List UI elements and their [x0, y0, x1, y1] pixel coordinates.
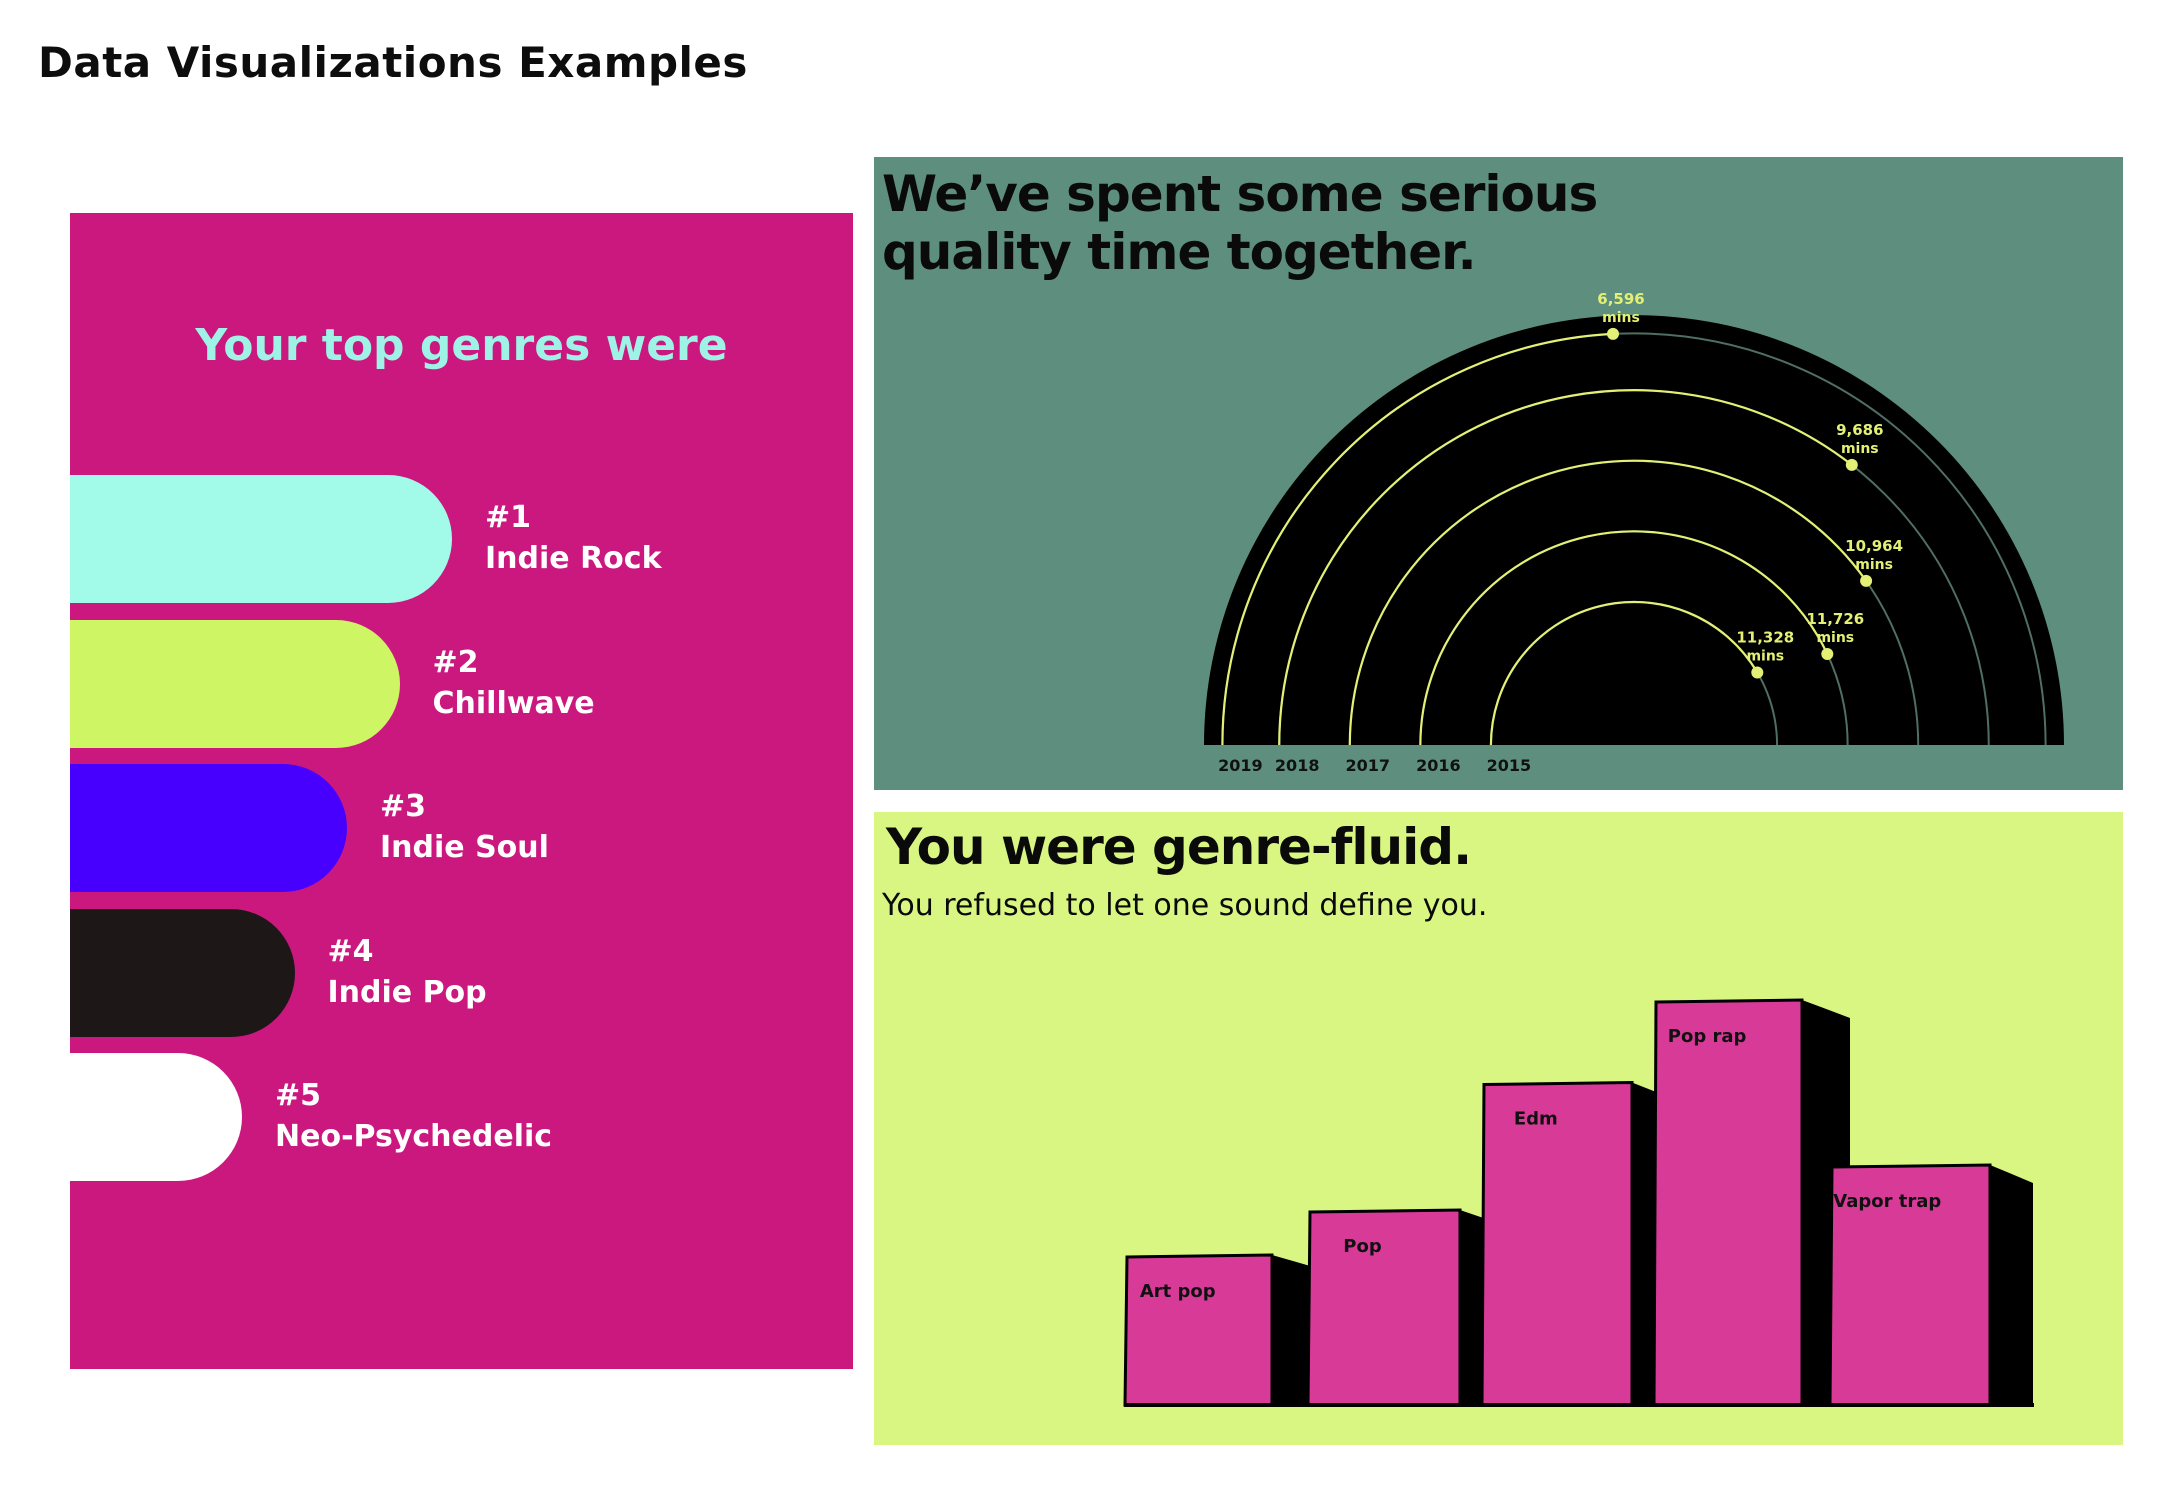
- bar-front: [1306, 1208, 1462, 1407]
- genre-rank: #2: [432, 644, 479, 680]
- unit-label: mins: [1855, 557, 1893, 573]
- unit-label: mins: [1746, 649, 1784, 665]
- title-line-2: quality time together.: [882, 223, 1477, 281]
- year-label: 2018: [1275, 756, 1320, 775]
- year-arc: [1278, 389, 1853, 746]
- rainbow-background: [1204, 315, 2064, 745]
- genre-bar: [70, 475, 452, 603]
- page-title: Data Visualizations Examples: [38, 38, 748, 87]
- bar-label: Pop: [1343, 1236, 1382, 1257]
- bar-label: Art pop: [1140, 1281, 1216, 1302]
- value-label: 11,328: [1736, 629, 1794, 647]
- genre-fluid-subtitle: You refused to let one sound define you.: [882, 888, 1488, 923]
- genres-chart-title: Your top genres were: [195, 320, 728, 371]
- genre-fluid-chart: Art pop Pop Edm Pop rap Vapor trap: [1123, 998, 2034, 1407]
- genre-fluid-title: You were genre-fluid.: [886, 818, 1472, 876]
- genre-bar: [70, 908, 295, 1037]
- year-arc: [1419, 530, 1829, 746]
- bar-front: [1480, 1080, 1634, 1407]
- genre-fluid-panel: You were genre-fluid. You refused to let…: [874, 812, 2123, 1445]
- genre-label: #2 Chillwave: [433, 642, 595, 724]
- genre-rank: #4: [327, 933, 374, 969]
- year-point: [1821, 648, 1834, 660]
- bar-side: [1990, 1165, 2033, 1405]
- year-arc: [1221, 332, 1614, 746]
- year-point: [1860, 574, 1873, 587]
- genre-rank: #1: [485, 500, 532, 535]
- genre-label: #3 Indie Soul: [380, 786, 549, 868]
- year-arc: [1348, 459, 1867, 746]
- listening-time-title: We’ve spent some serious quality time to…: [882, 165, 1598, 281]
- listening-time-chart: 11,328 mins 2015 11,726 mins 2016 10,964 mins 20…: [1204, 290, 2064, 775]
- bar-label: Edm: [1514, 1109, 1558, 1130]
- year-label: 2016: [1416, 756, 1461, 775]
- unit-label: mins: [1841, 441, 1879, 457]
- year-point: [1845, 458, 1858, 471]
- value-label: 6,596: [1597, 290, 1644, 308]
- value-label: 10,964: [1845, 537, 1903, 555]
- value-label: 11,726: [1806, 610, 1864, 628]
- year-arc: [1489, 600, 1759, 746]
- genre-bar: [70, 764, 347, 892]
- genre-label: #5 Neo-Psychedelic: [275, 1075, 552, 1157]
- unit-label: mins: [1816, 630, 1854, 646]
- value-label: 9,686: [1836, 421, 1883, 439]
- bar-front: [1123, 1253, 1274, 1407]
- genre-bar: [70, 619, 400, 748]
- year-label: 2019: [1218, 756, 1263, 775]
- bar-label: Vapor trap: [1833, 1191, 1941, 1212]
- year-label: 2017: [1346, 756, 1391, 775]
- genre-name: Neo-Psychedelic: [275, 1119, 553, 1154]
- genre-name: Indie Pop: [327, 974, 487, 1010]
- genre-label: #1 Indie Rock: [485, 497, 662, 579]
- genre-name: Chillwave: [432, 685, 595, 721]
- genre-rank: #5: [275, 1078, 322, 1113]
- listening-time-panel: 11,328 mins 2015 11,726 mins 2016 10,964 mins 20…: [874, 157, 2123, 790]
- genre-label: #4 Indie Pop: [328, 931, 487, 1013]
- genre-rank: #3: [380, 789, 427, 824]
- genre-name: Indie Soul: [380, 830, 549, 865]
- genre-bar: [70, 1053, 242, 1181]
- bar-front: [1652, 998, 1804, 1407]
- year-point: [1607, 327, 1619, 340]
- year-label: 2015: [1487, 756, 1532, 775]
- top-genres-panel: Your top genres were #1 Indie Rock #2 Chill…: [70, 213, 853, 1369]
- year-point: [1751, 666, 1764, 679]
- bar-label: Pop rap: [1668, 1026, 1747, 1047]
- genre-name: Indie Rock: [485, 541, 662, 576]
- unit-label: mins: [1602, 310, 1640, 326]
- title-line-1: We’ve spent some serious: [882, 165, 1598, 223]
